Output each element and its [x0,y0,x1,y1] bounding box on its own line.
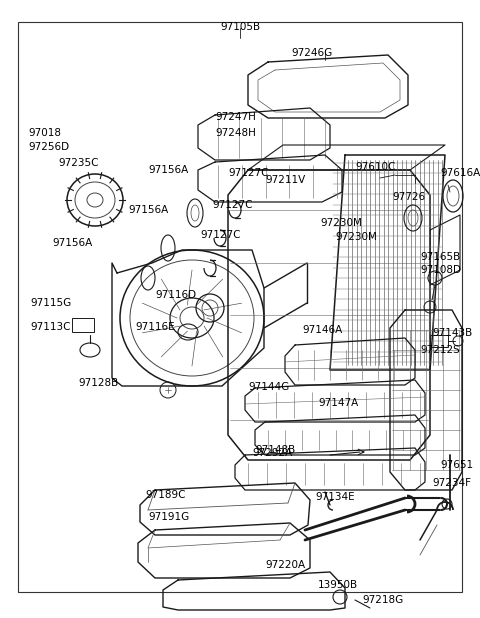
Bar [430,335,448,347]
Text: 97610C: 97610C [355,162,396,172]
Text: 97143B: 97143B [432,328,472,338]
Text: 97230M: 97230M [335,232,377,242]
Text: 97134E: 97134E [315,492,355,502]
Text: 97246G: 97246G [291,48,333,58]
Text: 97116E: 97116E [135,322,175,332]
Text: 97108D: 97108D [420,265,461,275]
Text: 97115G: 97115G [30,298,71,308]
Text: 97218G: 97218G [362,595,403,605]
Text: 97127C: 97127C [200,230,240,240]
Text: 97234F: 97234F [432,478,471,488]
Text: 97148B: 97148B [255,445,295,455]
Text: 97211V: 97211V [265,175,305,185]
Text: 97230M: 97230M [320,218,362,228]
Text: 97191G: 97191G [148,512,189,522]
Text: 97256D: 97256D [28,142,69,152]
Text: 97651: 97651 [440,460,473,470]
Text: 97105B: 97105B [220,22,260,32]
Text: 97127C: 97127C [212,200,252,210]
Text: 13950B: 13950B [318,580,358,590]
Text: 97235C: 97235C [58,158,98,168]
Text: 97248H: 97248H [215,128,256,138]
Text: 97726: 97726 [392,192,425,202]
Text: 97292A: 97292A [252,448,292,458]
Text: 97018: 97018 [28,128,61,138]
Text: 97189C: 97189C [145,490,185,500]
Text: 97116D: 97116D [155,290,196,300]
Text: 97113C: 97113C [30,322,71,332]
Text: 97212S: 97212S [420,345,460,355]
Bar [72,318,94,332]
Text: 97128B: 97128B [78,378,118,388]
Text: 97616A: 97616A [440,168,480,178]
Text: 97156A: 97156A [148,165,188,175]
Text: 97156A: 97156A [128,205,168,215]
Text: 97165B: 97165B [420,252,460,262]
Text: 97247H: 97247H [215,112,256,122]
Text: 97146A: 97146A [302,325,342,335]
Text: 97127C: 97127C [228,168,268,178]
Text: 97220A: 97220A [265,560,305,570]
Text: 97144G: 97144G [248,382,289,392]
Text: 97147A: 97147A [318,398,358,408]
Text: 97156A: 97156A [52,238,92,248]
